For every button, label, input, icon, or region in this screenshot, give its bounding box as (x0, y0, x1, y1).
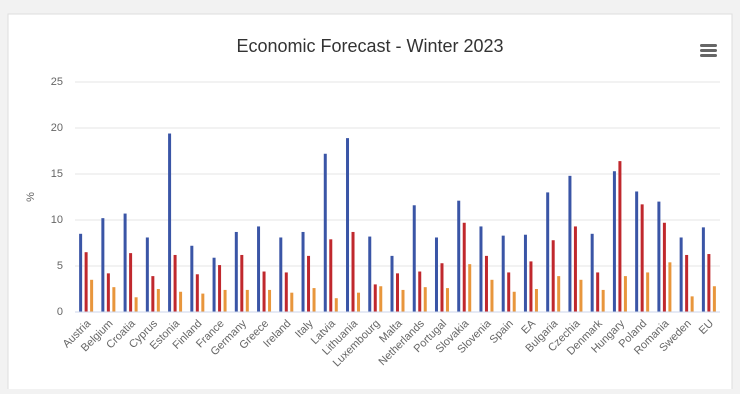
bar (657, 201, 661, 312)
y-axis-label: % (25, 192, 37, 202)
y-tick-label: 0 (57, 306, 63, 318)
bar (90, 279, 94, 312)
bar (168, 133, 172, 312)
chart-title: Economic Forecast - Winter 2023 (236, 36, 503, 56)
bar (557, 276, 561, 312)
bar (512, 291, 516, 312)
bar (195, 274, 199, 312)
bar (546, 192, 550, 312)
bar (523, 234, 527, 312)
y-tick-label: 10 (51, 214, 63, 226)
bar (501, 235, 505, 312)
bar (346, 138, 350, 312)
y-tick-label: 15 (51, 168, 63, 180)
menu-button[interactable] (700, 44, 717, 57)
bar (373, 284, 377, 312)
bar (145, 237, 149, 312)
bar (445, 288, 449, 312)
bar (690, 296, 694, 312)
bar (529, 261, 533, 312)
bar (257, 226, 261, 312)
card (7, 13, 733, 394)
bar (612, 171, 616, 312)
bar (601, 289, 605, 312)
bar (390, 255, 394, 312)
bar (201, 293, 205, 312)
bar (440, 263, 444, 312)
bar (712, 286, 716, 312)
bar (134, 297, 138, 312)
bar (179, 291, 183, 312)
bar (151, 276, 155, 312)
bar (423, 287, 427, 312)
bar (173, 254, 177, 312)
bar (190, 245, 194, 312)
y-tick-label: 25 (51, 76, 63, 88)
bar (701, 227, 705, 312)
bar (101, 218, 105, 312)
bar (679, 237, 683, 312)
bar (334, 298, 338, 312)
bar (212, 257, 216, 312)
bar (568, 175, 572, 312)
bar (479, 226, 483, 312)
bar (357, 292, 361, 312)
bar (351, 231, 355, 312)
bar (618, 161, 622, 312)
bar (379, 286, 383, 312)
bar (551, 240, 555, 312)
bar (329, 239, 333, 312)
bar (484, 255, 488, 312)
bar (234, 231, 238, 312)
bar (640, 204, 644, 312)
bar (596, 272, 600, 312)
bar (156, 289, 160, 312)
bar (106, 273, 110, 312)
bar (323, 153, 327, 312)
bar (401, 289, 405, 312)
bar (284, 272, 288, 312)
bar (223, 289, 227, 312)
bar (240, 254, 244, 312)
bar (301, 231, 305, 312)
bar (707, 254, 711, 312)
bar (79, 233, 83, 312)
bar (245, 289, 249, 312)
bar (279, 237, 283, 312)
bar (112, 287, 116, 312)
bar (573, 226, 577, 312)
bar (312, 288, 316, 312)
bar (218, 265, 222, 312)
bar (129, 253, 133, 312)
bar (646, 272, 650, 312)
bar (534, 289, 538, 312)
bar (434, 237, 438, 312)
bar (412, 205, 416, 312)
bar (490, 279, 494, 312)
bar (579, 279, 583, 312)
bar (268, 289, 272, 312)
bar (462, 222, 466, 312)
bar (468, 264, 472, 312)
bar (368, 236, 372, 312)
bar (623, 276, 627, 312)
bar (507, 272, 511, 312)
bar (635, 191, 639, 312)
bar (307, 255, 311, 312)
y-tick-label: 5 (57, 260, 63, 272)
bar (590, 233, 594, 312)
bar (668, 262, 672, 312)
bar (457, 200, 461, 312)
bar (262, 271, 266, 312)
bar (123, 213, 127, 312)
bar (290, 292, 294, 312)
bar (418, 271, 422, 312)
bar (84, 252, 88, 312)
y-tick-label: 20 (51, 122, 63, 134)
bar (685, 254, 689, 312)
bar (396, 273, 399, 312)
bar (662, 222, 666, 312)
